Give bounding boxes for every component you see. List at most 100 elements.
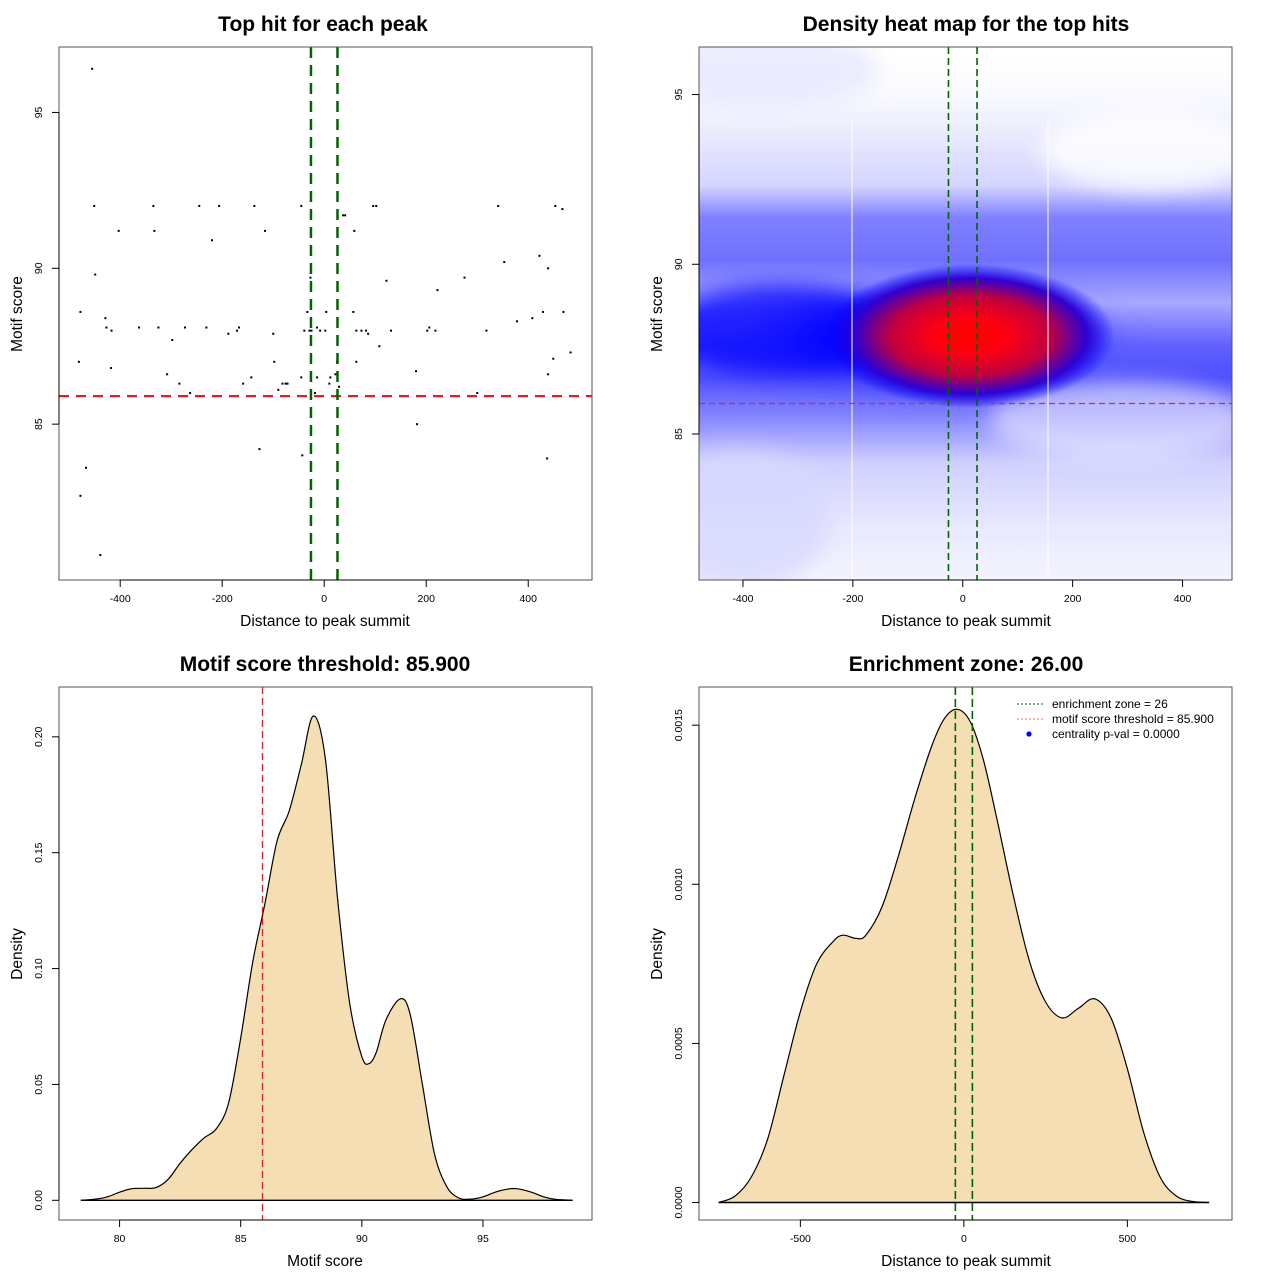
x-tick-label: -200 [212,593,233,605]
scatter-point [301,454,304,457]
x-tick-label: 85 [235,1233,247,1245]
scatter-point [79,310,82,313]
scatter-point [277,388,280,391]
scatter-point [561,208,564,211]
scatter-point [324,329,327,332]
scatter-point [153,229,156,232]
score-density-y-axis: 0.00 0.05 0.10 0.15 0.20 [33,726,60,1211]
scatter-point [79,494,82,497]
scatter-point [300,204,303,207]
scatter-point [538,254,541,257]
scatter-point [189,391,192,394]
density-curve [718,708,1210,1204]
scatter-point [325,310,328,313]
y-tick-label: 90 [33,262,45,274]
score-density-marks [80,687,573,1220]
scatter-point [378,345,381,348]
heatmap-blob [990,380,1232,460]
scatter-point [284,382,287,385]
scatter-point [157,326,160,329]
scatter-point [281,382,284,385]
scatter-point [552,357,555,360]
scatter-point [531,317,534,320]
heatmap-x-label: Distance to peak summit [881,613,1051,630]
scatter-point [314,391,317,394]
y-tick-label: 90 [673,258,685,270]
y-tick-label: 0.0010 [673,868,685,900]
y-tick-label: 0.0015 [673,709,685,741]
scatter-point [104,317,107,320]
scatter-point [110,329,113,332]
heatmap-panel: Density heat map for the top hits -400 -2… [649,13,1233,630]
scatter-point [152,204,155,207]
scatter-title: Top hit for each peak [218,13,428,36]
scatter-point [547,373,550,376]
density-area [80,715,573,1201]
scatter-point [273,360,276,363]
scatter-point [352,310,355,313]
scatter-point [375,204,378,207]
scatter-point [516,320,519,323]
scatter-point [497,204,500,207]
y-tick-label: 85 [673,428,685,440]
scatter-point [546,457,549,460]
y-tick-label: 95 [673,89,685,101]
scatter-point [309,276,312,279]
y-tick-label: 0.10 [33,958,45,979]
scatter-point [303,329,306,332]
scatter-point [178,382,181,385]
scatter-y-label: Motif score [9,276,26,352]
scatter-point [171,338,174,341]
scatter-point [94,273,97,276]
scatter-marks [59,47,592,580]
scatter-point [367,332,370,335]
x-tick-label: 500 [1119,1233,1137,1245]
score-density-panel: Motif score threshold: 85.900 80 85 90 95 0… [9,653,593,1270]
scatter-point [554,204,557,207]
legend-label-score-threshold: motif score threshold = 85.900 [1052,712,1214,726]
x-tick-label: 400 [1174,593,1192,605]
scatter-point [211,239,214,242]
scatter-panel: Top hit for each peak -400 -200 0 200 400 85… [9,13,593,630]
scatter-point [562,310,565,313]
scatter-point [272,332,275,335]
distance-density-panel: Enrichment zone: 26.00 -500 0 500 0.00000.… [649,653,1233,1270]
scatter-point [338,385,341,388]
y-tick-label: 0.00 [33,1190,45,1211]
x-tick-label: 0 [321,593,327,605]
scatter-point [355,360,358,363]
score-density-x-axis: 80 85 90 95 [114,1219,489,1245]
scatter-point [476,391,479,394]
scatter-x-label: Distance to peak summit [240,613,410,630]
x-tick-label: -200 [842,593,863,605]
y-tick-label: 95 [33,106,45,118]
scatter-point [300,376,303,379]
score-density-x-label: Motif score [287,1253,363,1270]
heatmap-blob [699,450,830,580]
x-tick-label: -500 [790,1233,811,1245]
heatmap-title: Density heat map for the top hits [803,13,1130,36]
scatter-point [428,326,431,329]
legend-label-enrichment-zone: enrichment zone = 26 [1052,697,1168,711]
density-curve [80,715,573,1201]
distance-density-x-axis: -500 0 500 [790,1219,1137,1245]
scatter-point [342,214,345,217]
scatter-point [426,329,429,332]
scatter-point [183,326,186,329]
y-tick-label: 0.0000 [673,1186,685,1218]
x-tick-label: 0 [961,1233,967,1245]
x-tick-label: 200 [417,593,435,605]
scatter-point [242,382,245,385]
scatter-point [328,382,331,385]
scatter-point [372,204,375,207]
legend-label-centrality-pval: centrality p-val = 0.0000 [1052,727,1180,741]
scatter-point [344,214,347,217]
scatter-point [503,261,506,264]
scatter-point [385,279,388,282]
score-density-y-label: Density [9,928,26,980]
score-density-title: Motif score threshold: 85.900 [180,653,471,676]
x-tick-label: 200 [1064,593,1082,605]
heatmap-density-surface [699,47,1232,580]
scatter-x-axis: -400 -200 0 200 400 [110,579,537,605]
